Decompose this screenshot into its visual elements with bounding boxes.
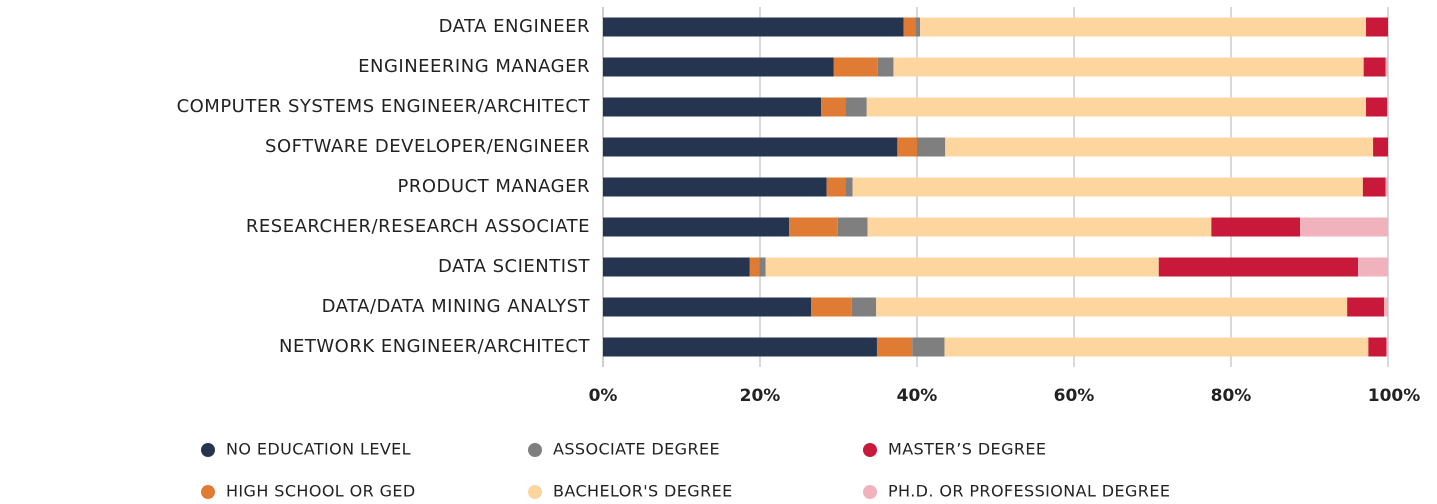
bar-segment xyxy=(811,297,852,317)
bar-segment xyxy=(1363,57,1386,77)
bar-segment xyxy=(1373,137,1388,157)
bar-segment xyxy=(1211,217,1301,237)
bar-segment xyxy=(1387,97,1388,117)
legend-label: ASSOCIATE DEGREE xyxy=(553,440,720,459)
bar-segment xyxy=(603,17,904,37)
bar-segment xyxy=(876,337,913,357)
category-label: DATA ENGINEER xyxy=(439,16,590,37)
legend-label: HIGH SCHOOL OR GED xyxy=(226,482,416,501)
bar-segment xyxy=(1158,257,1359,277)
bar-segment xyxy=(1347,297,1385,317)
x-tick-label: 80% xyxy=(1211,386,1252,406)
bar-segment xyxy=(893,57,1364,77)
bar-segment xyxy=(833,57,878,77)
bar-segment xyxy=(912,337,945,357)
bar-segment xyxy=(866,97,1367,117)
bar-segment xyxy=(867,217,1212,237)
bar-segment xyxy=(877,57,894,77)
bar-segment xyxy=(944,337,1369,357)
legend-marker xyxy=(863,443,877,457)
bar-segment xyxy=(845,177,853,197)
x-tick-label: 20% xyxy=(740,386,781,406)
legend-marker xyxy=(528,485,542,499)
x-tick-label: 40% xyxy=(897,386,938,406)
legend-marker xyxy=(528,443,542,457)
bar-segment xyxy=(765,257,1159,277)
category-label: RESEARCHER/RESEARCH ASSOCIATE xyxy=(246,216,590,237)
bar-segment xyxy=(603,217,790,237)
bar-segment xyxy=(603,177,827,197)
bar-segment xyxy=(1300,217,1388,237)
bar-segment xyxy=(826,177,846,197)
bar-segment xyxy=(603,337,877,357)
bar-segment xyxy=(1368,337,1387,357)
bar-segment xyxy=(1385,177,1388,197)
bar-segment xyxy=(903,17,916,37)
bar-segment xyxy=(789,217,838,237)
bar-segment xyxy=(915,17,921,37)
category-label: NETWORK ENGINEER/ARCHITECT xyxy=(279,336,590,357)
category-label: COMPUTER SYSTEMS ENGINEER/ARCHITECT xyxy=(177,96,591,117)
bar-segment xyxy=(876,297,1348,317)
bar-segment xyxy=(1358,257,1388,277)
legend-label: NO EDUCATION LEVEL xyxy=(226,440,411,459)
bar-segment xyxy=(845,97,867,117)
bar-segment xyxy=(749,257,760,277)
bar-segment xyxy=(603,257,750,277)
bar-segment xyxy=(821,97,846,117)
bar-segment xyxy=(851,297,877,317)
bar-segment xyxy=(603,57,834,77)
bar-segment xyxy=(1386,337,1388,357)
x-tick-label: 60% xyxy=(1054,386,1095,406)
bar-segment xyxy=(1385,57,1388,77)
bar-segment xyxy=(920,17,1367,37)
bar-segment xyxy=(1362,177,1386,197)
bar-segment xyxy=(945,137,1374,157)
legend-label: MASTER’S DEGREE xyxy=(888,440,1046,459)
legend-marker xyxy=(863,485,877,499)
bar-segment xyxy=(1366,17,1388,37)
bar-segment xyxy=(1366,97,1388,117)
bar-segment xyxy=(603,137,898,157)
category-label: DATA/DATA MINING ANALYST xyxy=(322,296,591,317)
bar-segment xyxy=(759,257,766,277)
category-label: PRODUCT MANAGER xyxy=(398,176,590,197)
category-label: SOFTWARE DEVELOPER/ENGINEER xyxy=(265,136,590,157)
bar-segment xyxy=(897,137,917,157)
bar-segment xyxy=(603,97,822,117)
bar-segment xyxy=(852,177,1363,197)
legend-label: BACHELOR'S DEGREE xyxy=(553,482,733,501)
bar-segment xyxy=(1384,297,1388,317)
bar-segment xyxy=(603,297,812,317)
x-tick-label: 0% xyxy=(589,386,618,406)
legend-marker xyxy=(201,485,215,499)
legend-marker xyxy=(201,443,215,457)
category-label: ENGINEERING MANAGER xyxy=(358,56,590,77)
bar-segment xyxy=(917,137,946,157)
x-tick-label: 100% xyxy=(1368,386,1421,406)
bar-segment xyxy=(837,217,868,237)
category-label: DATA SCIENTIST xyxy=(438,256,590,277)
legend-label: PH.D. OR PROFESSIONAL DEGREE xyxy=(888,482,1170,501)
